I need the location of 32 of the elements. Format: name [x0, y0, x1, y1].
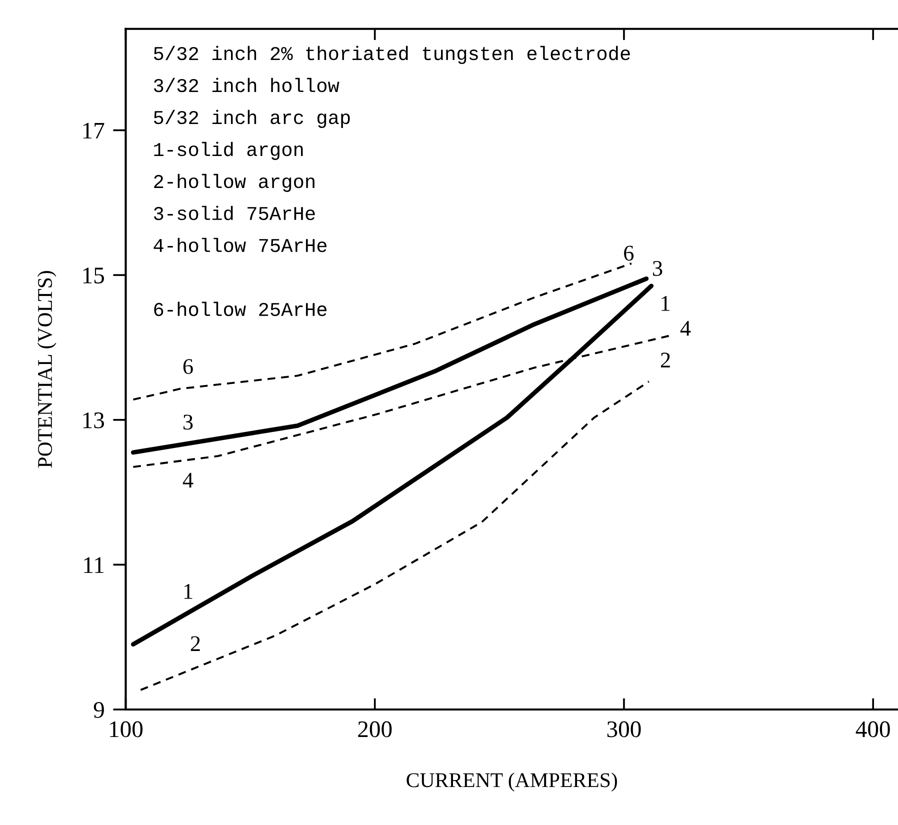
series-label: 3 [653, 260, 662, 276]
y-tick-label: 11 [84, 557, 104, 573]
x-tick-label: 200 [358, 721, 392, 738]
text: 1 [662, 296, 670, 311]
line-series [132, 262, 632, 401]
text: 3 [184, 414, 193, 430]
y-tick-label: 15 [83, 268, 104, 284]
x-tick-label: 400 [856, 721, 890, 738]
annotation: 4-hollow 75ArHe [154, 238, 326, 252]
series-label: 6 [624, 246, 634, 261]
series-label: 2 [190, 636, 200, 651]
series-label: 4 [680, 321, 691, 336]
line-series [140, 380, 650, 691]
text: 4 [182, 472, 194, 488]
line-series [130, 276, 649, 455]
y-tick-label: 13 [83, 412, 104, 428]
y-tick-label: 9 [94, 702, 104, 718]
x-axis-title: CURRENT (AMPERES) [406, 772, 617, 792]
text: 2 [660, 352, 670, 368]
annotation: 2-hollow argon [154, 174, 314, 192]
annotation: 5/32 inch 2% thoriated tungsten electrode [154, 46, 630, 64]
annotation: 3-solid 75ArHe [154, 206, 315, 220]
annotation: 5/32 inch arc gap [154, 110, 350, 128]
y-tick-label: 17 [83, 122, 104, 138]
y-axis-title: POTENTIAL (VOLTS) [37, 271, 56, 468]
annotation: 3/32 inch hollow [154, 78, 340, 92]
series-label: 1 [184, 584, 192, 599]
x-tick-label: 100 [110, 721, 143, 738]
annotation: 6-hollow 25ArHe [154, 302, 326, 316]
x-tick-label: 300 [607, 721, 641, 738]
text: 6 [183, 359, 193, 374]
annotation: 1-solid argon [154, 142, 303, 160]
